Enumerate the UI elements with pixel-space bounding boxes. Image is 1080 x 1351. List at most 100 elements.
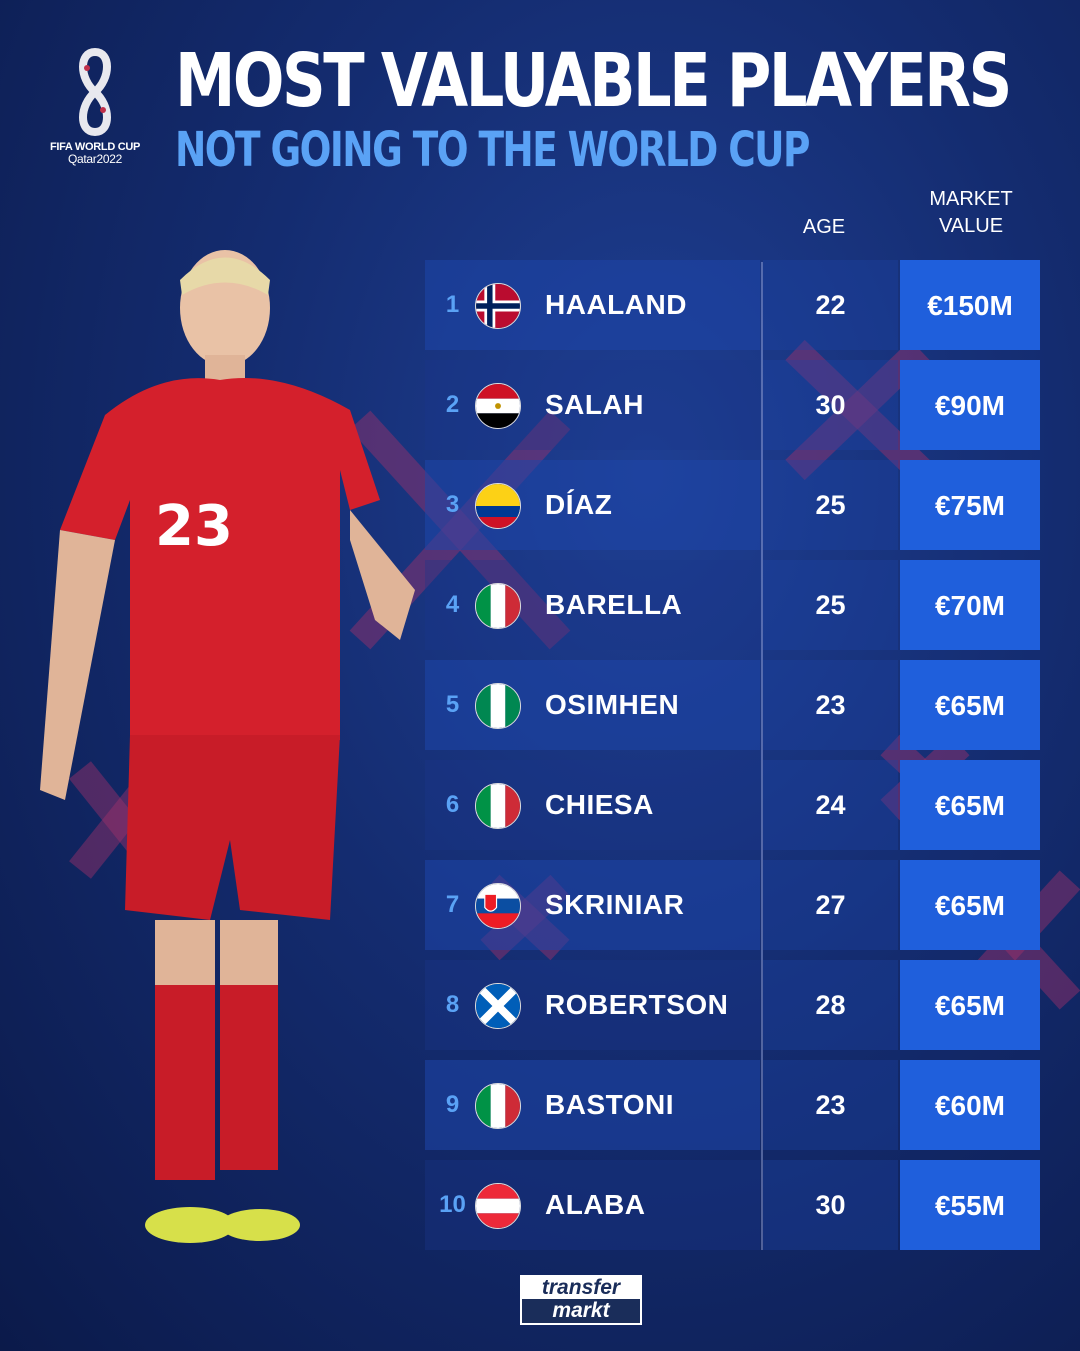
market-value-cell: €55M bbox=[900, 1160, 1040, 1250]
table-row: 1 HAALAND 22 €150M bbox=[425, 260, 1040, 350]
flag-italy-icon bbox=[475, 783, 521, 829]
player-cell: 8 ROBERTSON bbox=[425, 960, 760, 1050]
flag-austria-icon bbox=[475, 1183, 521, 1229]
market-value: €55M bbox=[934, 1190, 1006, 1221]
market-value-cell: €150M bbox=[900, 260, 1040, 350]
flag-italy-icon bbox=[475, 583, 521, 629]
player-name: OSIMHEN bbox=[545, 689, 680, 720]
market-value: €70M bbox=[934, 590, 1006, 621]
flag-norway-icon bbox=[475, 283, 521, 329]
market-value: €75M bbox=[934, 490, 1006, 521]
player-name: SALAH bbox=[545, 389, 644, 420]
rank: 4 bbox=[445, 591, 460, 618]
market-value-cell: €70M bbox=[900, 560, 1040, 650]
flag-egypt-icon bbox=[475, 383, 521, 429]
player-age: 27 bbox=[815, 890, 846, 920]
market-value: €60M bbox=[934, 1090, 1006, 1121]
player-cell: 9 BASTONI bbox=[425, 1060, 760, 1150]
player-age: 30 bbox=[815, 390, 846, 420]
fifa-world-cup-logo: FIFA WORLD CUP Qatar2022 bbox=[45, 47, 145, 165]
flag-scotland-icon bbox=[475, 983, 521, 1029]
player-age: 24 bbox=[815, 790, 846, 820]
page-subtitle: NOT GOING TO THE WORLD CUP bbox=[175, 122, 810, 178]
page-title: MOST VALUABLE PLAYERS bbox=[175, 38, 1012, 124]
player-cell: 3 DÍAZ bbox=[425, 460, 760, 550]
rank: 9 bbox=[445, 1091, 460, 1118]
player-name: BARELLA bbox=[545, 589, 683, 620]
table-row: 8 ROBERTSON 28 €65M bbox=[425, 960, 1040, 1050]
player-name: ROBERTSON bbox=[545, 989, 729, 1020]
player-name: DÍAZ bbox=[545, 489, 613, 520]
player-name: CHIESA bbox=[545, 789, 654, 820]
player-name: SKRINIAR bbox=[545, 889, 685, 920]
flag-colombia-icon bbox=[475, 483, 521, 529]
rank: 6 bbox=[445, 791, 460, 818]
player-cell: 4 BARELLA bbox=[425, 560, 760, 650]
table-row: 10 ALABA 30 €55M bbox=[425, 1160, 1040, 1250]
table-row: 6 CHIESA 24 €65M bbox=[425, 760, 1040, 850]
market-value-cell: €65M bbox=[900, 860, 1040, 950]
player-age: 23 bbox=[815, 1090, 846, 1120]
age-cell: 23 bbox=[763, 1060, 898, 1150]
market-value: €65M bbox=[934, 890, 1006, 921]
table-row: 3 DÍAZ 25 €75M bbox=[425, 460, 1040, 550]
age-cell: 23 bbox=[763, 660, 898, 750]
market-value: €150M bbox=[927, 290, 1013, 321]
market-value-cell: €65M bbox=[900, 660, 1040, 750]
age-cell: 30 bbox=[763, 360, 898, 450]
table-row: 7 SKRINIAR 27 €65M bbox=[425, 860, 1040, 950]
age-cell: 24 bbox=[763, 760, 898, 850]
rank: 8 bbox=[445, 991, 460, 1018]
player-cell: 10 ALABA bbox=[425, 1160, 760, 1250]
player-age: 25 bbox=[815, 590, 846, 620]
market-value: €65M bbox=[934, 990, 1006, 1021]
flag-slovakia-icon bbox=[475, 883, 521, 929]
age-cell: 22 bbox=[763, 260, 898, 350]
player-age: 30 bbox=[815, 1190, 846, 1220]
player-age: 22 bbox=[815, 290, 846, 320]
player-cell: 2 SALAH bbox=[425, 360, 760, 450]
svg-text:23: 23 bbox=[155, 494, 233, 559]
market-value-cell: €65M bbox=[900, 960, 1040, 1050]
player-cell: 6 CHIESA bbox=[425, 760, 760, 850]
rank: 7 bbox=[445, 891, 460, 918]
market-value: €65M bbox=[934, 690, 1006, 721]
player-age: 28 bbox=[815, 990, 846, 1020]
player-name: ALABA bbox=[545, 1189, 646, 1220]
table-row: 2 SALAH 30 €90M bbox=[425, 360, 1040, 450]
age-cell: 27 bbox=[763, 860, 898, 950]
rank: 10 bbox=[439, 1191, 466, 1218]
transfermarkt-logo: transfer markt bbox=[520, 1275, 642, 1325]
player-age: 25 bbox=[815, 490, 846, 520]
flag-nigeria-icon bbox=[475, 683, 521, 729]
table-row: 4 BARELLA 25 €70M bbox=[425, 560, 1040, 650]
market-value-cell: €60M bbox=[900, 1060, 1040, 1150]
trophy-emblem-icon bbox=[79, 47, 111, 137]
market-value-cell: €65M bbox=[900, 760, 1040, 850]
player-name: HAALAND bbox=[545, 289, 687, 320]
market-value-cell: €90M bbox=[900, 360, 1040, 450]
rank: 5 bbox=[445, 691, 460, 718]
rank: 2 bbox=[445, 391, 460, 418]
flag-italy-icon bbox=[475, 1083, 521, 1129]
column-header-market-value-line1: MARKET bbox=[929, 188, 1013, 210]
player-cell: 5 OSIMHEN bbox=[425, 660, 760, 750]
age-cell: 28 bbox=[763, 960, 898, 1050]
rank: 3 bbox=[445, 491, 460, 518]
table-row: 5 OSIMHEN 23 €65M bbox=[425, 660, 1040, 750]
player-cell: 1 HAALAND bbox=[425, 260, 760, 350]
age-cell: 30 bbox=[763, 1160, 898, 1250]
player-name: BASTONI bbox=[545, 1089, 674, 1120]
market-value: €90M bbox=[934, 390, 1006, 421]
column-header-age: AGE bbox=[802, 216, 846, 238]
table-row: 9 BASTONI 23 €60M bbox=[425, 1060, 1040, 1150]
player-photo: 23 bbox=[40, 250, 415, 1243]
age-cell: 25 bbox=[763, 560, 898, 650]
age-cell: 25 bbox=[763, 460, 898, 550]
column-header-market-value-line2: VALUE bbox=[938, 215, 1004, 237]
player-cell: 7 SKRINIAR bbox=[425, 860, 760, 950]
market-value: €65M bbox=[934, 790, 1006, 821]
rank: 1 bbox=[445, 291, 460, 318]
column-divider bbox=[761, 262, 763, 1250]
player-age: 23 bbox=[815, 690, 846, 720]
